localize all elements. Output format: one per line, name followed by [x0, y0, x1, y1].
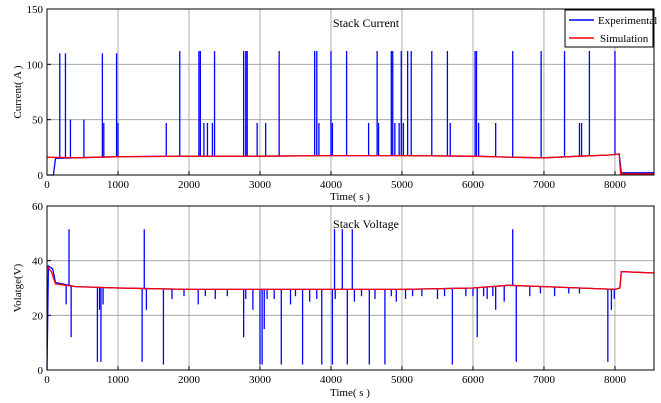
voltage-x-axis-label: Time( s )	[330, 387, 370, 399]
current-x-tick-label: 2000	[178, 179, 201, 191]
voltage-chart-title: Stack Voltage	[333, 217, 399, 231]
legend-label-simulation: Simulation	[600, 33, 649, 45]
current-x-axis-label: Time( s )	[330, 191, 370, 203]
voltage-y-tick-label: 20	[32, 310, 44, 322]
current-x-tick-label: 1000	[107, 179, 130, 191]
current-y-tick-label: 100	[27, 59, 44, 71]
voltage-simulation-line	[46, 265, 655, 291]
voltage-x-tick-labels: 0 1000 2000 3000 4000 5000 6000 7000 8000	[44, 374, 626, 386]
current-x-tick-label: 4000	[320, 179, 343, 191]
voltage-y-tick-labels: 0 20 40 60	[32, 201, 44, 377]
legend: Experimental Simulation	[564, 9, 657, 48]
legend-label-experimental: Experimental	[598, 15, 657, 27]
voltage-y-tick-label: 0	[38, 365, 44, 377]
voltage-axes-frame	[46, 205, 655, 371]
current-x-tick-label: 3000	[249, 179, 272, 191]
current-y-tick-labels: 0 50 100 150	[27, 4, 44, 182]
current-simulation-line	[47, 153, 654, 175]
voltage-x-tick-label: 0	[44, 374, 50, 386]
current-y-axis-label: Current( A )	[12, 65, 24, 118]
current-plot-area	[47, 9, 654, 175]
voltage-x-tick-label: 1000	[107, 374, 130, 386]
voltage-x-tick-label: 3000	[249, 374, 272, 386]
voltage-x-tick-label: 4000	[320, 374, 343, 386]
current-y-tick-label: 0	[38, 170, 44, 182]
voltage-x-tick-label: 5000	[391, 374, 414, 386]
current-x-tick-labels: 0 1000 2000 3000 4000 5000 6000 7000 8000	[44, 179, 626, 191]
current-x-tick-label: 0	[44, 179, 50, 191]
current-panel: 0 1000 2000 3000 4000 5000 6000 7000 8000 0 50 100…	[12, 4, 657, 203]
current-x-tick-label: 5000	[391, 179, 414, 191]
voltage-grid	[46, 205, 654, 371]
voltage-series	[46, 229, 655, 371]
voltage-x-tick-label: 6000	[462, 374, 485, 386]
voltage-y-axis-label: Volatge(V)	[12, 263, 24, 312]
legend-box	[564, 9, 654, 48]
current-axes-frame	[46, 8, 655, 176]
current-y-tick-label: 150	[27, 4, 44, 16]
voltage-y-tick-label: 60	[32, 201, 44, 213]
current-series	[47, 51, 654, 176]
voltage-panel: 0 1000 2000 3000 4000 5000 6000 7000 8000 0 20 40 6…	[12, 201, 655, 399]
current-x-tick-label: 6000	[462, 179, 485, 191]
current-y-tick-label: 50	[32, 115, 44, 127]
voltage-y-tick-label: 40	[32, 256, 44, 268]
voltage-x-tick-label: 7000	[533, 374, 556, 386]
current-x-tick-label: 8000	[604, 179, 627, 191]
voltage-x-tick-label: 2000	[178, 374, 201, 386]
current-chart-title: Stack Current	[333, 16, 400, 30]
current-x-tick-label: 7000	[533, 179, 556, 191]
voltage-x-tick-label: 8000	[604, 374, 627, 386]
